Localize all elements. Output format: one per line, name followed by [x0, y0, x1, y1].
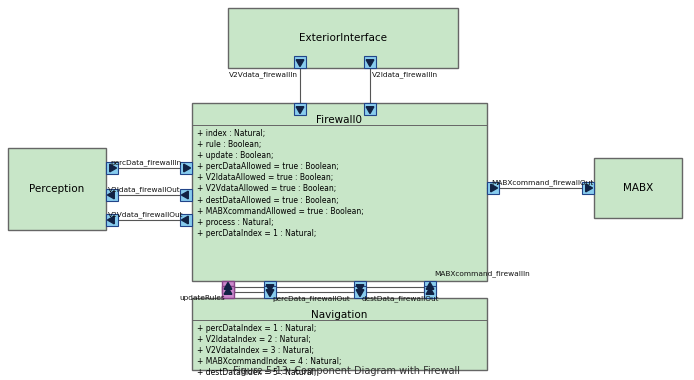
Text: V2Idata_firewallOut: V2Idata_firewallOut — [108, 186, 180, 193]
Bar — [594, 158, 682, 218]
Text: updateRules: updateRules — [179, 295, 225, 301]
Bar — [294, 56, 306, 68]
Text: Navigation: Navigation — [312, 310, 368, 320]
Polygon shape — [491, 184, 498, 192]
Text: MABXcommand_firewallOut: MABXcommand_firewallOut — [491, 179, 593, 186]
Polygon shape — [426, 287, 434, 294]
Bar — [180, 162, 192, 174]
Bar — [364, 56, 376, 68]
Bar — [192, 298, 487, 370]
Polygon shape — [108, 191, 115, 199]
Bar — [354, 281, 366, 293]
Polygon shape — [181, 191, 188, 199]
Polygon shape — [296, 60, 304, 66]
Bar — [106, 162, 118, 174]
Text: V2Vdata_firewallOut: V2Vdata_firewallOut — [108, 211, 183, 218]
Polygon shape — [356, 290, 364, 296]
Text: MABX: MABX — [623, 183, 653, 193]
Bar — [487, 182, 499, 194]
Text: percData_firewallOut: percData_firewallOut — [272, 295, 350, 302]
Text: Firewall0: Firewall0 — [316, 115, 362, 125]
Bar — [294, 103, 306, 115]
Polygon shape — [296, 107, 304, 114]
Polygon shape — [366, 107, 374, 114]
Bar — [180, 189, 192, 201]
Bar — [8, 148, 106, 230]
Polygon shape — [426, 282, 434, 289]
Text: V2Idata_firewallIn: V2Idata_firewallIn — [372, 71, 438, 78]
Text: MABXcommand_firewallIn: MABXcommand_firewallIn — [434, 270, 530, 277]
Text: V2Vdata_firewallIn: V2Vdata_firewallIn — [229, 71, 298, 78]
Bar — [264, 286, 276, 298]
Polygon shape — [366, 60, 374, 66]
Text: + index : Natural;
+ rule : Boolean;
+ update : Boolean;
+ percDataAllowed = tru: + index : Natural; + rule : Boolean; + u… — [197, 129, 364, 238]
Polygon shape — [356, 285, 364, 291]
Text: destData_firewallOut: destData_firewallOut — [362, 295, 439, 302]
Bar — [228, 8, 458, 68]
Bar — [192, 103, 487, 281]
Polygon shape — [110, 164, 117, 172]
Polygon shape — [224, 287, 232, 294]
Text: Figure 5-13: Component Diagram with Firewall: Figure 5-13: Component Diagram with Fire… — [233, 366, 461, 376]
Text: ExteriorInterface: ExteriorInterface — [299, 33, 387, 43]
Text: Perception: Perception — [29, 184, 85, 194]
Polygon shape — [586, 184, 593, 192]
Polygon shape — [184, 164, 191, 172]
Text: percData_firewallIn: percData_firewallIn — [110, 159, 181, 166]
Bar — [582, 182, 594, 194]
Polygon shape — [224, 282, 232, 289]
Bar — [424, 286, 436, 298]
Text: + percDataIndex = 1 : Natural;
+ V2IdataIndex = 2 : Natural;
+ V2VdataIndex = 3 : + percDataIndex = 1 : Natural; + V2Idata… — [197, 324, 341, 377]
Bar — [222, 281, 234, 293]
Bar — [364, 103, 376, 115]
Polygon shape — [181, 216, 188, 224]
Bar — [424, 281, 436, 293]
Bar — [354, 286, 366, 298]
Bar — [106, 189, 118, 201]
Bar — [180, 214, 192, 226]
Polygon shape — [108, 216, 115, 224]
Bar — [106, 214, 118, 226]
Bar — [264, 281, 276, 293]
Polygon shape — [266, 285, 274, 291]
Bar — [222, 286, 234, 298]
Polygon shape — [266, 290, 274, 296]
